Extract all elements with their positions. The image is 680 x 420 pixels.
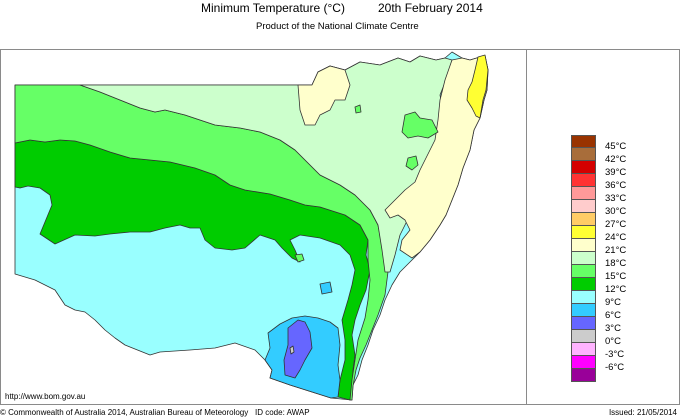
- legend-label: 39°C: [605, 167, 627, 178]
- legend-label: 42°C: [605, 154, 627, 165]
- legend-label: 27°C: [605, 219, 627, 230]
- legend-label: 6°C: [605, 310, 621, 321]
- legend-label: 21°C: [605, 245, 627, 256]
- blob-15-18-c: [294, 253, 305, 263]
- legend-swatch: [571, 252, 596, 265]
- legend-divider: [526, 49, 527, 404]
- blob-15-18-a: [401, 111, 439, 139]
- copyright-notice: © Commonwealth of Australia 2014, Austra…: [0, 408, 249, 417]
- legend-swatch: [571, 343, 596, 356]
- blob-15-18-d: [354, 104, 362, 114]
- legend-label: 3°C: [605, 323, 621, 334]
- legend-swatch: [571, 187, 596, 200]
- legend-label: 9°C: [605, 297, 621, 308]
- legend-swatch: [571, 213, 596, 226]
- legend-label: 30°C: [605, 206, 627, 217]
- legend-label: 15°C: [605, 271, 627, 282]
- zone-21-24-north: [297, 65, 351, 126]
- legend-swatch: [571, 239, 596, 252]
- legend-label: 12°C: [605, 284, 627, 295]
- legend-swatch: [571, 200, 596, 213]
- legend-swatch: [571, 291, 596, 304]
- legend-swatch: [571, 174, 596, 187]
- legend-label: 24°C: [605, 232, 627, 243]
- id-code: ID code: AWAP: [255, 408, 310, 417]
- legend-swatch: [571, 317, 596, 330]
- chart-title: Minimum Temperature (°C): [201, 1, 345, 15]
- issued-date: Issued: 21/05/2014: [608, 408, 677, 417]
- blob-15-18-b: [405, 155, 419, 171]
- legend-label: -3°C: [605, 349, 625, 360]
- blob-9-12-dark: [319, 281, 333, 295]
- legend-swatch: [571, 356, 596, 369]
- legend-swatch: [571, 278, 596, 291]
- zone-24-27: [466, 54, 489, 119]
- legend-swatch: [571, 161, 596, 174]
- zone-6-9: [283, 319, 313, 379]
- source-url[interactable]: http://www.bom.gov.au: [5, 392, 86, 401]
- legend-swatch: [571, 330, 596, 343]
- legend-swatch: [571, 304, 596, 317]
- temperature-legend: 45°C 42°C 39°C 36°C 33°C 30°C 27°C 24°C 21°C 18°C…: [571, 135, 626, 382]
- chart-date: 20th February 2014: [378, 1, 483, 15]
- legend-swatch: [571, 265, 596, 278]
- legend-swatch: [571, 226, 596, 239]
- legend-label: 0°C: [605, 336, 621, 347]
- legend-swatch: [571, 369, 596, 382]
- blob-0-3: [289, 345, 295, 355]
- zone-21-24-ne: [384, 55, 489, 259]
- legend-label: 33°C: [605, 193, 627, 204]
- legend-label: 36°C: [605, 180, 627, 191]
- chart-subtitle: Product of the National Climate Centre: [256, 21, 419, 32]
- legend-swatch: [571, 135, 596, 148]
- legend-label: -6°C: [605, 362, 625, 373]
- legend-label: 18°C: [605, 258, 627, 269]
- legend-swatch: [571, 148, 596, 161]
- legend-label: 45°C: [605, 141, 627, 152]
- chart-title-bar: Minimum Temperature (°C) 20th February 2…: [0, 0, 680, 16]
